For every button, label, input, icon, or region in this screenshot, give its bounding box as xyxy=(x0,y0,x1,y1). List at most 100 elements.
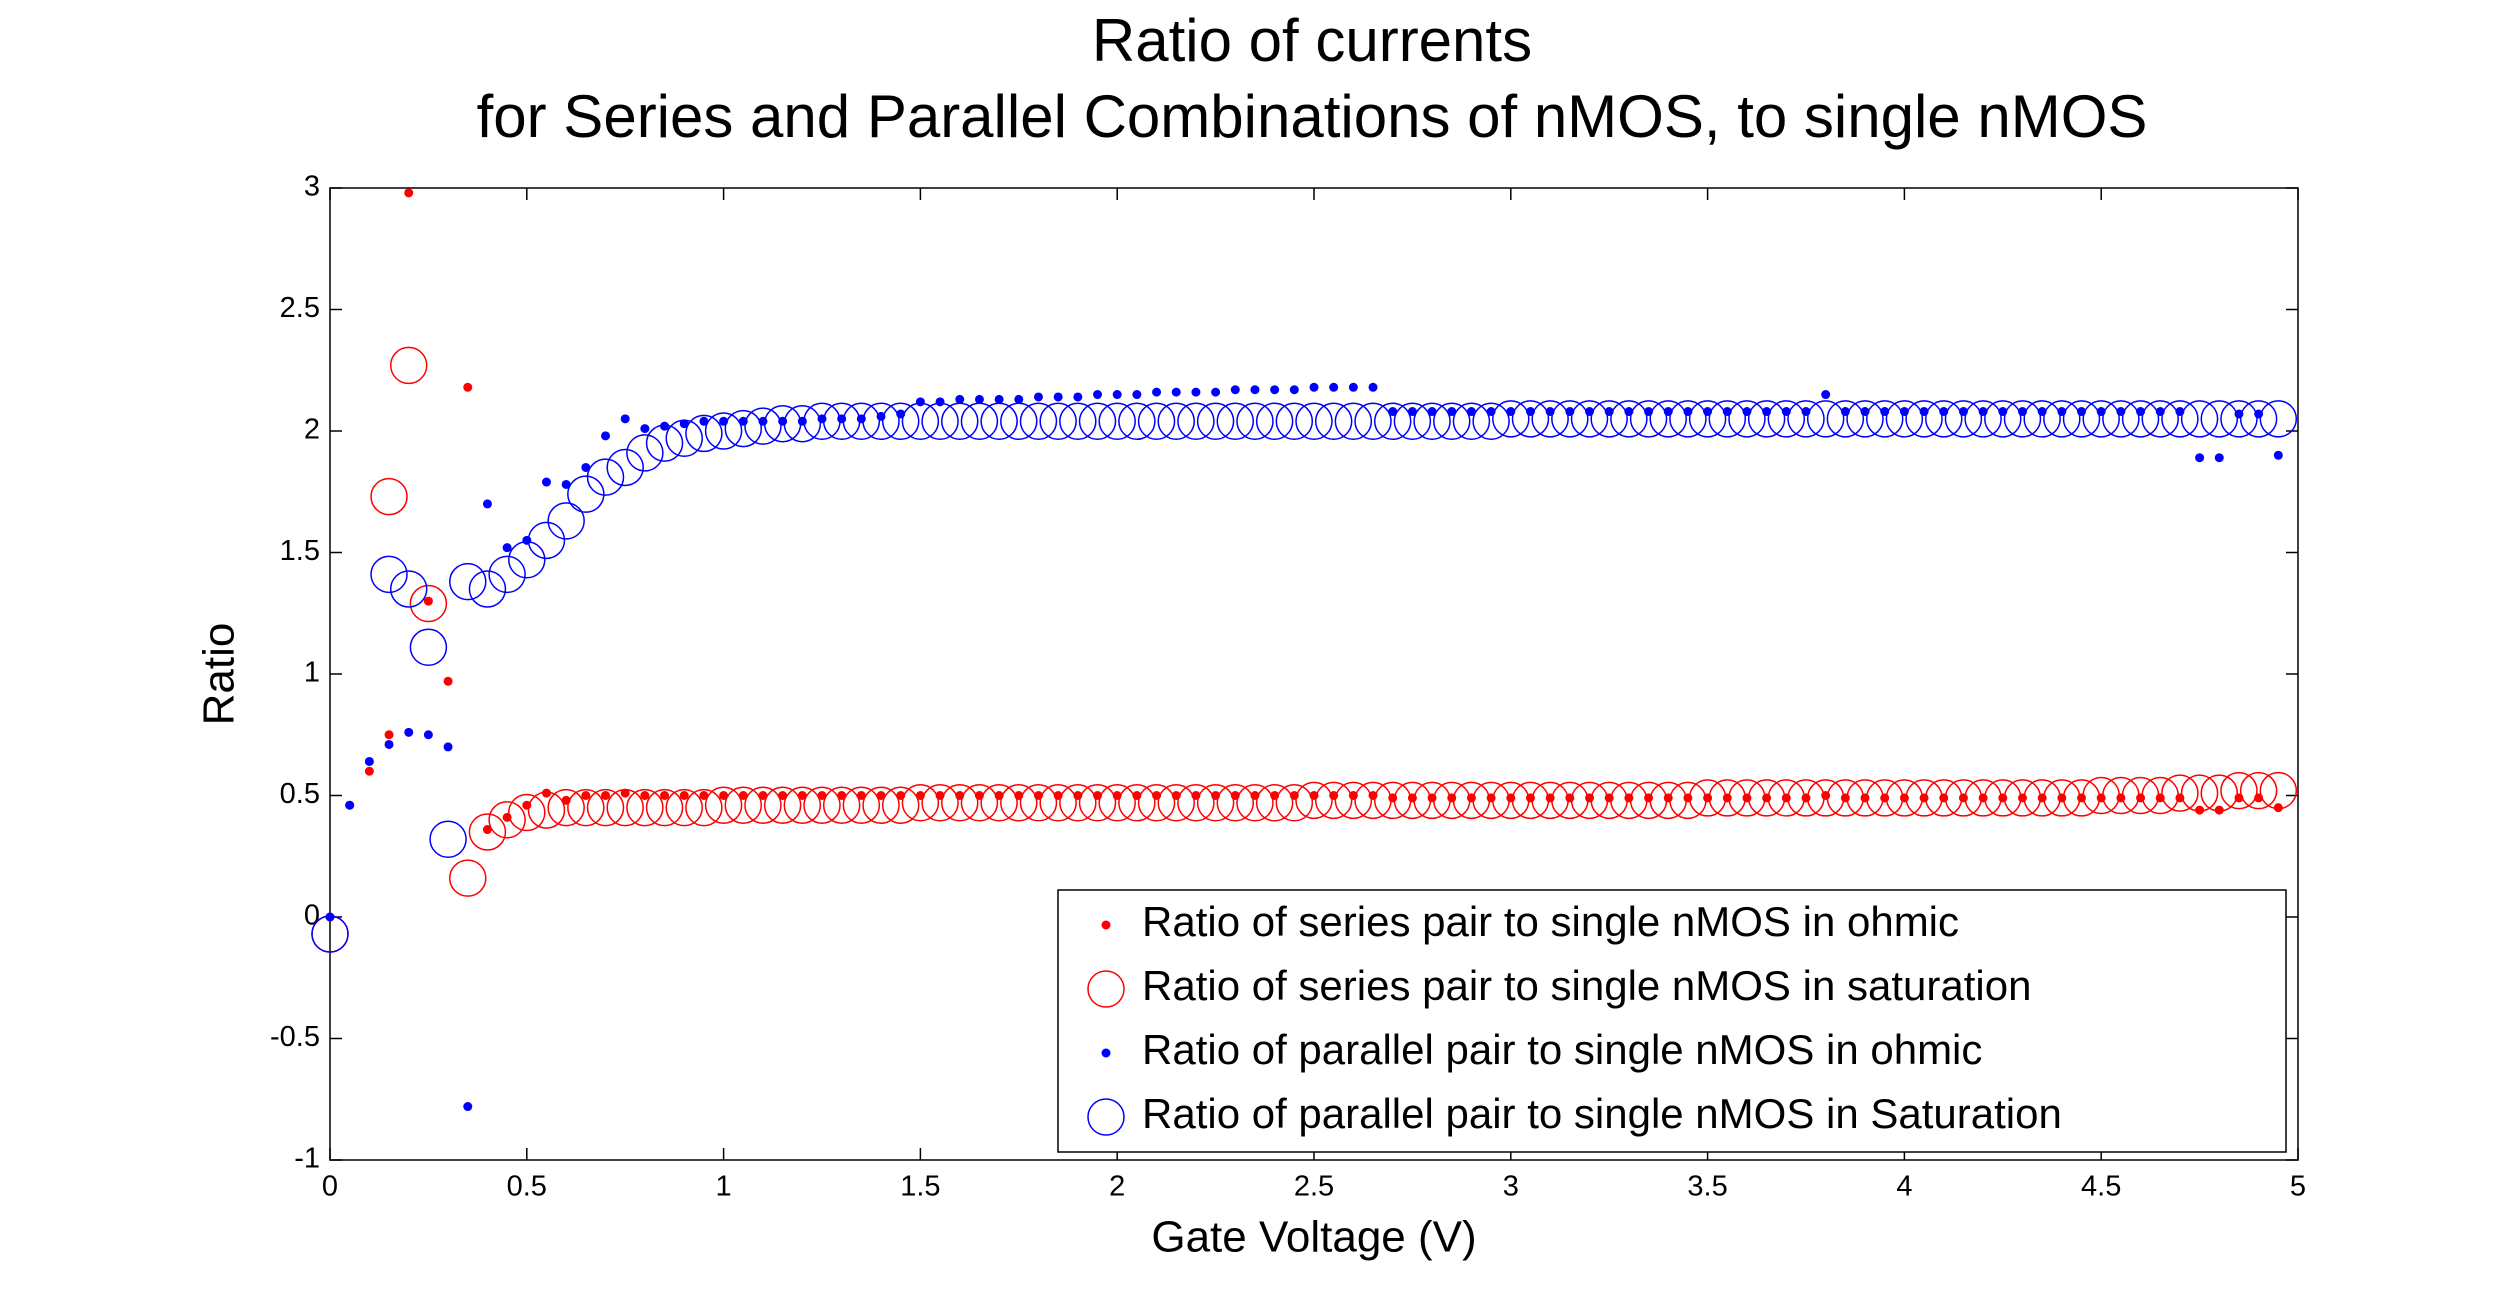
dot-marker xyxy=(719,791,729,800)
circle-marker xyxy=(665,419,703,458)
circle-marker xyxy=(488,801,526,839)
circle-marker xyxy=(626,434,664,472)
legend-label: Ratio of parallel pair to single nMOS in… xyxy=(1142,1026,1982,1073)
dot-marker xyxy=(1840,793,1850,803)
circle-marker xyxy=(1078,784,1117,822)
circle-marker xyxy=(1472,781,1510,820)
circle-marker xyxy=(1925,400,1963,438)
dot-marker xyxy=(463,382,473,392)
circle-marker xyxy=(1728,400,1766,438)
circle-marker xyxy=(1885,779,1924,817)
circle-marker xyxy=(547,502,585,540)
circle-marker xyxy=(960,402,999,441)
dot-marker xyxy=(1958,793,1968,803)
dot-marker xyxy=(1939,793,1949,803)
dot-marker xyxy=(1742,793,1752,803)
circle-marker xyxy=(783,786,822,824)
dot-marker xyxy=(620,788,630,798)
circle-marker xyxy=(449,859,487,897)
circle-marker xyxy=(980,402,1018,441)
dot-marker xyxy=(384,739,394,749)
circle-marker xyxy=(1275,402,1314,441)
circle-marker xyxy=(1177,402,1215,441)
circle-marker xyxy=(1255,402,1294,441)
circle-marker xyxy=(1137,784,1176,822)
dot-marker xyxy=(1998,793,2008,803)
dot-marker xyxy=(797,791,807,800)
circle-marker xyxy=(1118,784,1156,822)
circle-marker xyxy=(370,477,408,516)
dot-marker xyxy=(660,421,670,431)
circle-marker xyxy=(1787,400,1825,438)
circle-marker xyxy=(389,570,428,608)
circle-marker xyxy=(2200,774,2239,812)
circle-marker xyxy=(704,412,743,450)
dot-marker xyxy=(581,462,591,472)
dot-marker xyxy=(364,756,374,766)
x-tick-label: 2 xyxy=(1109,1171,1125,1203)
circle-marker xyxy=(1669,781,1707,820)
circle-marker xyxy=(1334,781,1373,820)
dot-marker xyxy=(2195,453,2205,463)
dot-marker xyxy=(699,416,709,426)
circle-marker xyxy=(803,786,841,824)
circle-marker xyxy=(1087,970,1125,1008)
circle-marker xyxy=(1511,781,1550,820)
circle-marker xyxy=(724,409,763,448)
circle-marker xyxy=(527,521,566,560)
dot-marker xyxy=(1466,407,1476,417)
circle-marker xyxy=(409,628,448,667)
circle-marker xyxy=(1039,784,1077,822)
dot-marker xyxy=(1368,382,1378,392)
circle-marker xyxy=(1196,784,1235,822)
dot-marker xyxy=(915,397,925,407)
circle-marker xyxy=(1413,781,1451,820)
dot-marker xyxy=(463,1102,473,1112)
circle-marker xyxy=(1610,781,1648,820)
circle-marker xyxy=(1373,402,1412,441)
dot-marker xyxy=(1191,387,1201,397)
circle-marker xyxy=(1531,781,1569,820)
y-axis-label: Ratio xyxy=(195,623,244,726)
circle-marker xyxy=(1728,779,1766,817)
dot-marker xyxy=(1152,387,1162,397)
circle-marker xyxy=(2082,400,2120,438)
x-tick-label: 0.5 xyxy=(507,1171,547,1203)
circle-marker xyxy=(1806,779,1845,817)
circle-marker xyxy=(1865,779,1904,817)
circle-marker xyxy=(1413,402,1451,441)
circle-marker xyxy=(2161,774,2199,812)
circle-marker xyxy=(1846,779,1884,817)
circle-marker xyxy=(941,784,979,822)
circle-marker xyxy=(2003,400,2042,438)
circle-marker xyxy=(1452,781,1491,820)
dot-marker xyxy=(699,791,709,800)
circle-marker xyxy=(1944,779,1983,817)
circle-marker xyxy=(1787,779,1825,817)
circle-marker xyxy=(1590,781,1628,820)
circle-marker xyxy=(1551,781,1589,820)
circle-marker xyxy=(527,791,566,829)
circle-marker xyxy=(1019,784,1058,822)
dot-marker xyxy=(1289,385,1299,395)
circle-marker xyxy=(2180,400,2219,438)
circle-marker xyxy=(626,788,664,827)
x-tick-label: 2.5 xyxy=(1294,1171,1334,1203)
circle-marker xyxy=(803,402,841,441)
circle-marker xyxy=(685,788,723,827)
circle-marker xyxy=(547,788,585,827)
circle-marker xyxy=(783,404,822,443)
dot-marker xyxy=(2273,803,2283,813)
circle-marker xyxy=(468,813,507,851)
circle-marker xyxy=(1649,781,1687,820)
dot-marker xyxy=(1014,394,1024,404)
y-tick-label: 3 xyxy=(304,171,320,203)
circle-marker xyxy=(1255,784,1294,822)
circle-marker xyxy=(1610,400,1648,438)
dot-marker xyxy=(620,414,630,424)
circle-marker xyxy=(941,402,979,441)
circle-marker xyxy=(2141,776,2179,815)
circle-marker xyxy=(586,788,625,827)
y-tick-label: 0 xyxy=(304,900,320,932)
dot-marker xyxy=(935,397,945,407)
